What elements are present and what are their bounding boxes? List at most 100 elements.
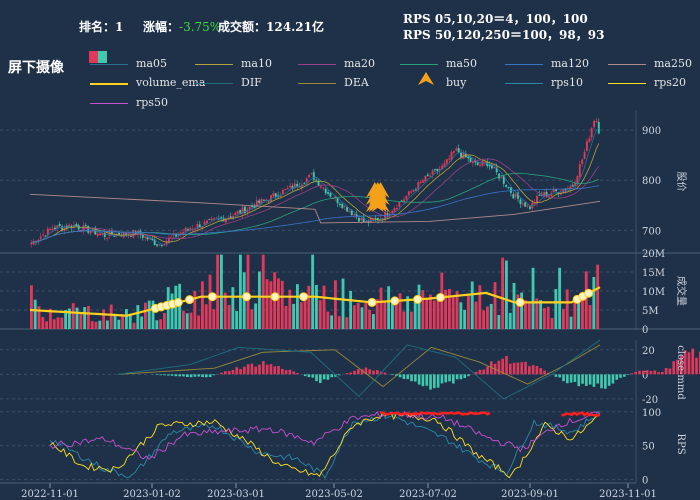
ma-line [31, 143, 600, 244]
volume-signal-dot [270, 292, 280, 302]
turnover-label: 成交额： [218, 20, 267, 34]
volume-bar [109, 304, 113, 329]
macd-bar [619, 374, 622, 378]
candle-body [353, 214, 356, 216]
candle-body [400, 200, 403, 202]
dea-line [117, 344, 601, 388]
price-tick-label: 700 [642, 226, 661, 237]
volume-bar [543, 308, 546, 329]
candle-body [574, 183, 577, 186]
macd-bar [554, 374, 558, 377]
volume-bar [474, 301, 478, 329]
macd-bar [182, 374, 185, 377]
candle-body [179, 232, 182, 235]
candle-body [241, 207, 244, 214]
candle-body [189, 228, 192, 231]
legend-swatch [608, 64, 646, 65]
macd-bar [326, 374, 330, 380]
legend-label: rps50 [136, 96, 168, 109]
candle-body [30, 243, 33, 245]
candle-body [141, 234, 144, 238]
candle-body [595, 120, 598, 122]
legend-label: buy [446, 76, 467, 89]
candle-body [481, 161, 484, 166]
macd-bar [357, 369, 360, 375]
volume-bar [596, 264, 600, 329]
candle-body [296, 183, 299, 187]
x-tick-label: 2022-11-01 [21, 489, 79, 500]
macd-bar [383, 372, 387, 375]
candle-body [341, 203, 344, 209]
candle-body [303, 183, 306, 185]
panel-ylabel: 成交量 [675, 276, 688, 306]
volume-bar [49, 308, 52, 329]
volume-bar [410, 311, 413, 329]
candle-body [232, 215, 235, 219]
rps20-line [49, 411, 601, 479]
legend-swatch [400, 64, 438, 65]
candle-body [360, 218, 363, 221]
macd-bar [528, 366, 531, 375]
volume-bar [394, 298, 398, 329]
legend-label: DEA [344, 76, 369, 89]
macd-bar [680, 355, 683, 375]
candle-body [63, 226, 66, 231]
legend-swatch [298, 64, 336, 65]
macd-bar [258, 364, 261, 375]
candle-body [324, 188, 327, 194]
candle-body [452, 151, 455, 153]
candle-body [234, 212, 237, 216]
macd-bar [265, 364, 269, 375]
macd-bar [368, 369, 372, 375]
volume-tick-label: 10M [642, 287, 665, 298]
macd-bar [535, 365, 539, 375]
candle-body [148, 238, 151, 240]
macd-bar [543, 370, 546, 375]
ma-line [31, 158, 600, 244]
turnover-value: 124.21亿 [266, 20, 324, 34]
candle-body [279, 195, 282, 198]
volume-bar [546, 306, 550, 329]
candle-body [479, 164, 482, 166]
volume-bar [364, 302, 368, 329]
candle-body [84, 225, 87, 227]
macd-bar [193, 374, 197, 377]
macd-bar [315, 374, 318, 382]
macd-bar [220, 372, 223, 375]
volume-bar [539, 300, 543, 329]
macd-bar [478, 369, 482, 375]
candle-body [151, 238, 154, 241]
candle-body [32, 240, 35, 245]
macd-bar [269, 364, 273, 375]
volume-bar [189, 312, 193, 329]
candle-body [593, 120, 596, 128]
macd-bar [664, 368, 668, 375]
volume-bar [413, 299, 417, 329]
volume-bar [231, 287, 235, 329]
macd-bar [235, 367, 239, 375]
macd-bar [516, 362, 520, 375]
candle-body [590, 128, 593, 138]
rps-highlight-line [379, 411, 491, 416]
candle-body [348, 211, 351, 213]
volume-signal-dot [173, 298, 183, 308]
macd-bar [243, 366, 246, 375]
macd-bar [174, 374, 178, 377]
candle-body [144, 236, 147, 238]
macd-bar [395, 374, 398, 376]
macd-bar [376, 370, 379, 375]
macd-bar [334, 374, 337, 377]
macd-bar [661, 371, 664, 375]
candle-body [82, 225, 85, 232]
volume-bar [387, 286, 391, 329]
volume-bar [265, 279, 269, 329]
macd-bar [417, 374, 421, 385]
macd-bar [455, 374, 459, 380]
candle-body [87, 226, 90, 233]
macd-bar [558, 374, 562, 378]
candle-body [422, 180, 425, 183]
candle-body [507, 186, 510, 188]
volume-bar [512, 282, 516, 329]
macd-bar [562, 374, 565, 382]
candle-body [424, 175, 427, 183]
